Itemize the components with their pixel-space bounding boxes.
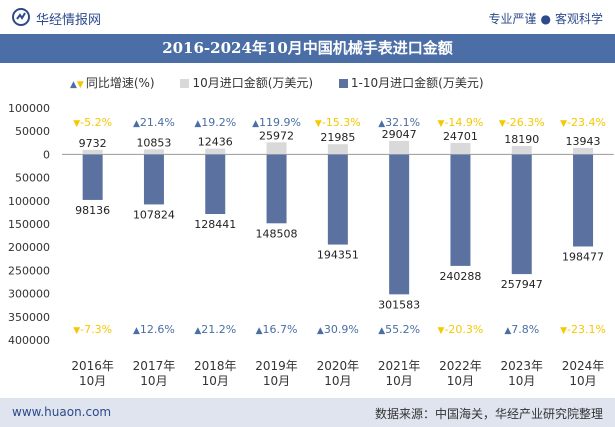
bar-cumulative xyxy=(205,154,226,214)
x-tick-label: 2020年 10月 xyxy=(317,359,360,388)
growth-label-cumulative: ▲55.2% xyxy=(378,323,420,336)
bar-cumulative xyxy=(389,154,410,295)
y-tick-label: 200000 xyxy=(8,241,50,254)
legend-cumulative-swatch xyxy=(338,79,348,88)
y-tick-label: 100000 xyxy=(8,195,50,208)
growth-label-cumulative: ▼-20.3% xyxy=(438,323,484,336)
data-label-monthly: 25972 xyxy=(259,129,294,142)
growth-label-monthly: ▼-26.3% xyxy=(499,116,545,129)
legend-growth-arrows-icon: ▲▼ xyxy=(70,80,84,90)
growth-label-monthly: ▲119.9% xyxy=(252,116,301,129)
data-label-monthly: 10853 xyxy=(136,136,171,149)
growth-label-cumulative: ▲7.8% xyxy=(504,323,539,336)
data-label-cumulative: 107824 xyxy=(133,208,175,221)
growth-label-cumulative: ▲30.9% xyxy=(317,323,359,336)
footer-source: 数据来源：中国海关，华经产业研究院整理 xyxy=(374,407,603,421)
tagline-left: 专业严谨 xyxy=(488,12,537,26)
bar-monthly xyxy=(82,149,103,155)
y-tick-label: 50000 xyxy=(15,125,50,138)
data-label-monthly: 18190 xyxy=(504,133,539,146)
x-tick-label: 2016年 10月 xyxy=(71,359,114,388)
data-label-cumulative: 240288 xyxy=(439,270,481,283)
data-label-monthly: 21985 xyxy=(320,131,355,144)
tagline-right: 客观科学 xyxy=(554,12,603,26)
legend: ▲▼ 同比增速(%) 10月进口金额(万美元) 1-10月进口金额(万美元) xyxy=(70,74,506,91)
bar-monthly xyxy=(450,142,471,155)
growth-label-monthly: ▲19.2% xyxy=(194,116,236,129)
bar-cumulative xyxy=(511,154,532,275)
bar-monthly xyxy=(205,148,226,155)
data-label-monthly: 24701 xyxy=(443,130,478,143)
legend-monthly-swatch xyxy=(180,79,190,88)
y-tick-label: 350000 xyxy=(8,311,50,324)
bar-monthly xyxy=(266,142,287,155)
data-label-cumulative: 257947 xyxy=(501,278,543,291)
legend-growth-label: 同比增速(%) xyxy=(85,76,155,90)
bar-cumulative xyxy=(450,154,471,266)
bar-cumulative xyxy=(327,154,348,245)
growth-label-monthly: ▲32.1% xyxy=(378,116,420,129)
x-tick-label: 2017年 10月 xyxy=(133,359,176,388)
bar-chart: 100000 50000 0 50000 100000 150000 200000 25000… xyxy=(8,102,614,388)
growth-label-monthly: ▲21.4% xyxy=(133,116,175,129)
bar-cumulative xyxy=(266,154,287,224)
y-tick-label: 250000 xyxy=(8,264,50,277)
x-tick-label: 2024年 10月 xyxy=(562,359,605,388)
legend-item-cumulative: 1-10月进口金额(万美元) xyxy=(338,74,484,91)
title-bar: 2016-2024年10月中国机械手表进口金额 xyxy=(0,34,615,63)
growth-label-cumulative: ▼-7.3% xyxy=(73,323,112,336)
y-tick-label: 400000 xyxy=(8,334,50,347)
brand-name: 华经情报网 xyxy=(36,13,102,28)
tagline: 专业严谨 ● 客观科学 xyxy=(488,10,603,27)
data-label-cumulative: 98136 xyxy=(75,204,110,217)
x-tick-label: 2021年 10月 xyxy=(378,359,421,388)
growth-label-monthly: ▼-14.9% xyxy=(438,116,484,129)
growth-label-cumulative: ▼-23.1% xyxy=(560,323,606,336)
data-label-cumulative: 128441 xyxy=(194,218,236,231)
growth-label-cumulative: ▲16.7% xyxy=(256,323,298,336)
y-tick-label: 300000 xyxy=(8,288,50,301)
growth-label-monthly: ▼-23.4% xyxy=(560,116,606,129)
x-tick-label: 2022年 10月 xyxy=(439,359,482,388)
legend-item-growth: ▲▼ 同比增速(%) xyxy=(70,74,155,91)
legend-cumulative-label: 1-10月进口金额(万美元) xyxy=(350,76,484,90)
footer-url: www.huaon.com xyxy=(12,405,112,419)
growth-label-monthly: ▼-15.3% xyxy=(315,116,361,129)
bar-monthly xyxy=(327,144,348,155)
y-tick-label: 0 xyxy=(43,148,50,161)
y-tick-label: 100000 xyxy=(8,102,50,115)
legend-item-monthly: 10月进口金额(万美元) xyxy=(180,74,313,91)
legend-monthly-label: 10月进口金额(万美元) xyxy=(192,76,314,90)
y-tick-label: 150000 xyxy=(8,218,50,231)
bar-monthly xyxy=(511,145,532,155)
y-tick-label: 50000 xyxy=(15,172,50,185)
data-label-cumulative: 194351 xyxy=(317,249,359,262)
footer: www.huaon.com 数据来源：中国海关，华经产业研究院整理 xyxy=(0,398,615,427)
bar-monthly xyxy=(143,149,164,155)
bar-monthly xyxy=(389,140,410,155)
chart-title: 2016-2024年10月中国机械手表进口金额 xyxy=(162,39,453,57)
data-label-cumulative: 301583 xyxy=(378,298,420,311)
x-tick-label: 2019年 10月 xyxy=(255,359,298,388)
data-label-cumulative: 198477 xyxy=(562,250,604,263)
data-label-monthly: 29047 xyxy=(382,128,417,141)
data-label-monthly: 13943 xyxy=(566,135,601,148)
data-label-cumulative: 148508 xyxy=(256,227,298,240)
bar-cumulative xyxy=(82,154,103,200)
bar-cumulative xyxy=(143,154,164,205)
growth-label-monthly: ▼-5.2% xyxy=(73,116,112,129)
bar-cumulative xyxy=(573,154,594,247)
data-label-monthly: 9732 xyxy=(79,137,107,150)
tagline-separator: ● xyxy=(540,12,551,26)
bar-monthly xyxy=(573,147,594,155)
x-tick-label: 2023年 10月 xyxy=(500,359,543,388)
growth-label-cumulative: ▲12.6% xyxy=(133,323,175,336)
data-label-monthly: 12436 xyxy=(198,136,233,149)
growth-label-cumulative: ▲21.2% xyxy=(194,323,236,336)
top-bar: 华经情报网 专业严谨 ● 客观科学 xyxy=(0,0,615,34)
x-tick-label: 2018年 10月 xyxy=(194,359,237,388)
logo-icon xyxy=(12,8,30,26)
